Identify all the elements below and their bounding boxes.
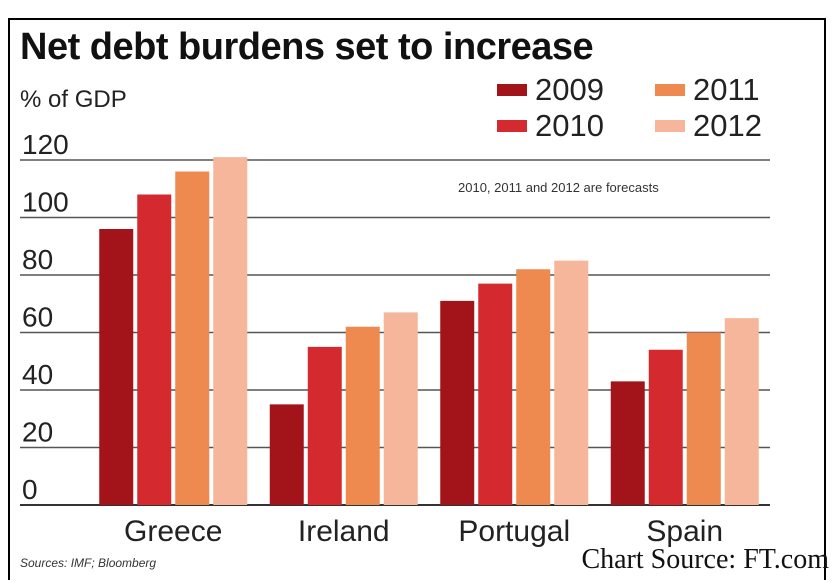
y-tick-label: 80 (22, 244, 53, 275)
y-tick-label: 20 (22, 417, 53, 448)
y-tick-label: 0 (22, 474, 38, 505)
legend-label-2009: 2009 (535, 72, 604, 107)
x-tick-label-portugal: Portugal (458, 515, 570, 548)
legend-label-2011: 2011 (693, 72, 760, 107)
bar-greece-2011 (175, 171, 210, 505)
bar-spain-2012 (724, 318, 759, 505)
y-tick-label: 100 (22, 187, 69, 218)
y-tick-label: 40 (22, 359, 53, 390)
bar-portugal-2011 (516, 269, 551, 505)
chart-credit: Chart Source: FT.com (581, 544, 829, 575)
y-tick-label: 120 (22, 129, 69, 160)
legend-swatch-2012 (655, 120, 685, 132)
x-tick-label-spain: Spain (646, 515, 723, 548)
bar-greece-2009 (99, 229, 134, 505)
legend-swatch-2010 (497, 120, 527, 132)
bar-portugal-2012 (554, 260, 589, 505)
chart-title: Net debt burdens set to increase (20, 26, 594, 68)
bar-ireland-2011 (345, 326, 380, 505)
bar-portugal-2010 (478, 283, 513, 505)
forecast-note: 2010, 2011 and 2012 are forecasts (458, 180, 659, 195)
bar-ireland-2009 (269, 404, 304, 505)
bar-spain-2010 (648, 349, 683, 505)
bar-greece-2010 (137, 194, 172, 505)
bar-greece-2012 (213, 157, 248, 505)
legend-item-2011: 2011 (655, 72, 760, 108)
sources-label: Sources: IMF; Bloomberg (20, 556, 157, 570)
legend-item-2010: 2010 (497, 108, 604, 144)
x-tick-label-ireland: Ireland (298, 515, 390, 548)
bar-portugal-2009 (440, 300, 475, 505)
legend-swatch-2009 (497, 84, 527, 96)
legend-swatch-2011 (655, 84, 685, 96)
legend-item-2009: 2009 (497, 72, 604, 108)
legend-label-2012: 2012 (693, 108, 762, 143)
bar-ireland-2010 (307, 346, 342, 505)
y-tick-label: 60 (22, 302, 53, 333)
bar-spain-2011 (686, 332, 721, 505)
legend-label-2010: 2010 (535, 108, 604, 143)
bar-ireland-2012 (383, 312, 418, 505)
legend-item-2012: 2012 (655, 108, 762, 144)
y-axis-unit-label: % of GDP (20, 86, 127, 113)
x-tick-label-greece: Greece (124, 515, 222, 548)
bar-spain-2009 (610, 381, 645, 505)
